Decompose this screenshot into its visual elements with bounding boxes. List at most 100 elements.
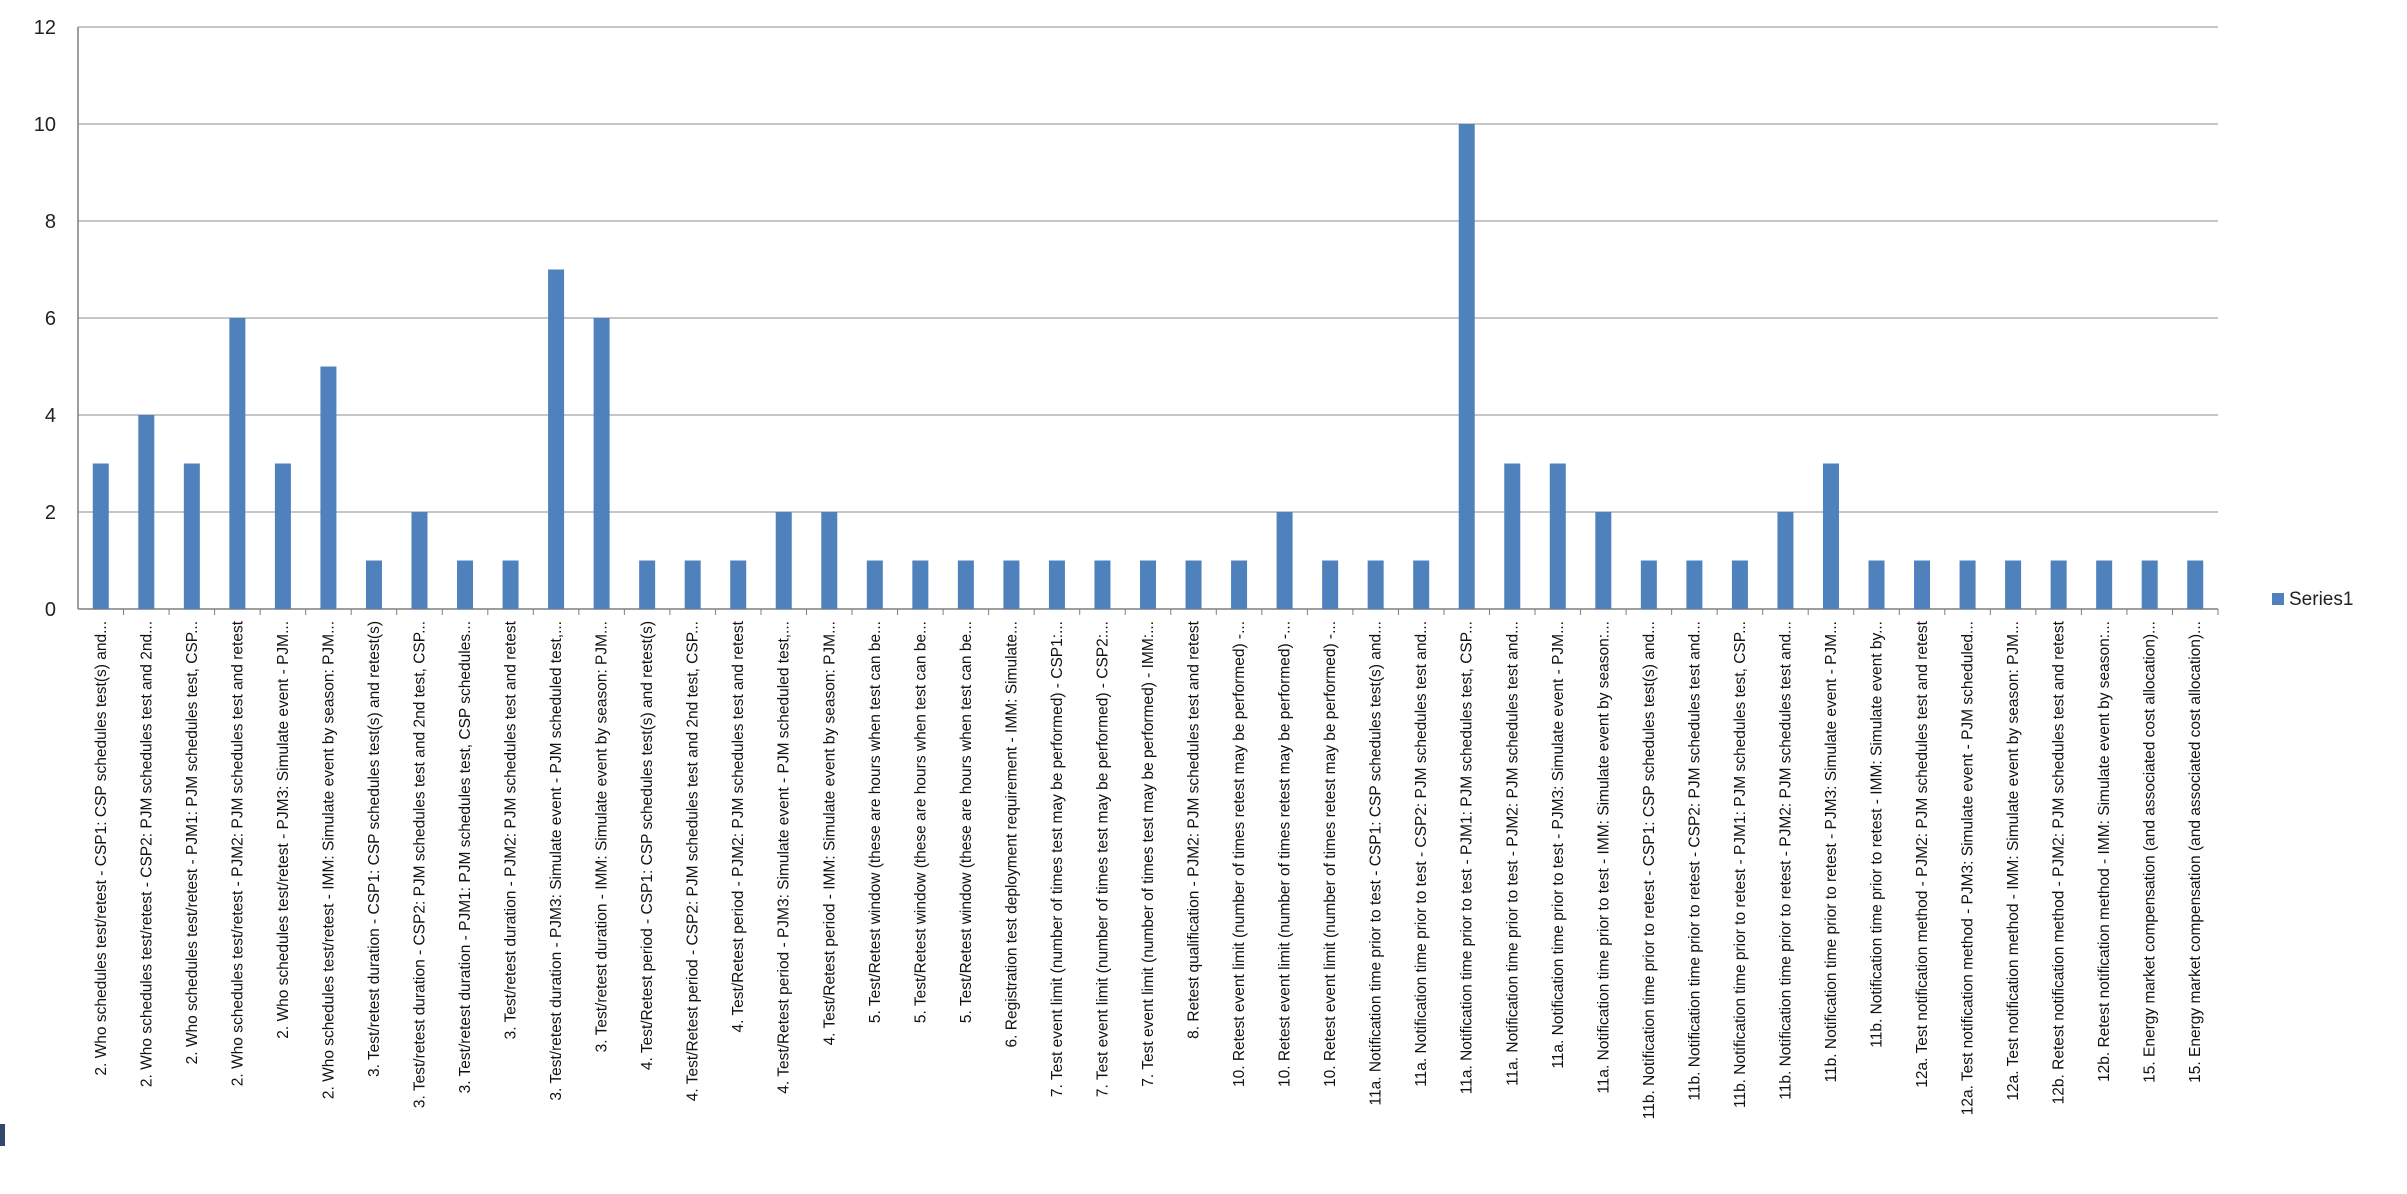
- x-tick-label: 2. Who schedules test/retest - PJM1: PJM…: [184, 621, 201, 1064]
- bar: [957, 560, 974, 609]
- bar: [775, 512, 792, 609]
- bar: [1367, 560, 1384, 609]
- x-tick-label: 2. Who schedules test/retest - CSP2: PJM…: [138, 621, 155, 1087]
- bar: [1094, 560, 1111, 609]
- x-tick-label: 5. Test/Retest window (these are hours w…: [958, 621, 975, 1023]
- x-tick-label: 4. Test/Retest period - PJM2: PJM schedu…: [730, 620, 747, 1032]
- bar: [1777, 512, 1794, 609]
- bar: [457, 560, 474, 609]
- bar: [365, 560, 382, 609]
- x-tick-label: 11a. Notification time prior to test - C…: [1368, 621, 1385, 1105]
- x-tick-label: 6. Registration test deployment requirem…: [1003, 621, 1020, 1047]
- bar: [1276, 512, 1293, 609]
- x-tick-label: 11b. Notification time prior to retest -…: [1869, 621, 1886, 1048]
- bar: [866, 560, 883, 609]
- y-tick-label: 2: [45, 502, 56, 524]
- bar: [1595, 512, 1612, 609]
- x-tick-label: 3. Test/retest duration - PJM2: PJM sche…: [503, 620, 520, 1039]
- x-tick-label: 11a. Notification time prior to test - I…: [1595, 621, 1612, 1094]
- bar: [183, 463, 200, 609]
- legend-label: Series1: [2289, 589, 2353, 610]
- bar: [912, 560, 929, 609]
- x-tick-label: 3. Test/retest duration - PJM3: Simulate…: [548, 621, 565, 1101]
- bar: [502, 560, 519, 609]
- x-tick-label: 4. Test/Retest period - CSP1: CSP schedu…: [639, 621, 656, 1070]
- window-edge-marker: [0, 1124, 5, 1146]
- bar: [821, 512, 838, 609]
- bar: [1458, 124, 1475, 609]
- y-tick-label: 6: [45, 308, 56, 330]
- bar: [2187, 560, 2204, 609]
- bar: [1322, 560, 1339, 609]
- bar: [1003, 560, 1020, 609]
- y-tick-label: 10: [34, 114, 56, 136]
- x-tick-label: 15. Energy market compensation (and asso…: [2187, 621, 2204, 1083]
- x-tick-label: 3. Test/retest duration - IMM: Simulate …: [594, 621, 611, 1052]
- x-tick-label: 12a. Test notification method - PJM3: Si…: [1960, 621, 1977, 1115]
- x-tick-label: 15. Energy market compensation (and asso…: [2142, 621, 2159, 1083]
- x-tick-label: 2. Who schedules test/retest - CSP1: CSP…: [93, 621, 110, 1076]
- bar: [1549, 463, 1566, 609]
- y-tick-label: 12: [34, 17, 56, 39]
- bar: [2141, 560, 2158, 609]
- x-tick-label: 7. Test event limit (number of times tes…: [1094, 621, 1111, 1097]
- x-tick-label: 10. Retest event limit (number of times …: [1322, 621, 1339, 1087]
- bar: [1413, 560, 1430, 609]
- bar: [92, 463, 109, 609]
- x-tick-label: 12b. Retest notification method - PJM2: …: [2051, 620, 2068, 1104]
- x-tick-label: 11b. Notification time prior to retest -…: [1732, 621, 1749, 1108]
- bar: [1185, 560, 1202, 609]
- bar: [274, 463, 291, 609]
- x-tick-label: 5. Test/Retest window (these are hours w…: [912, 621, 929, 1023]
- bar: [1959, 560, 1976, 609]
- bar: [1914, 560, 1931, 609]
- x-tick-label: 3. Test/retest duration - CSP1: CSP sche…: [366, 621, 383, 1077]
- y-tick-label: 8: [45, 211, 56, 233]
- x-tick-label: 12b. Retest notification method - IMM: S…: [2096, 621, 2113, 1082]
- x-tick-label: 11a. Notification time prior to test - P…: [1550, 621, 1567, 1069]
- bar: [548, 269, 565, 609]
- x-tick-label: 4. Test/Retest period - PJM3: Simulate e…: [776, 621, 793, 1094]
- bar: [138, 415, 155, 609]
- x-tick-label: 11b. Notification time prior to retest -…: [1641, 621, 1658, 1119]
- y-tick-label: 0: [45, 599, 56, 621]
- legend-swatch: [2272, 593, 2284, 605]
- x-tick-label: 2. Who schedules test/retest - IMM: Simu…: [320, 621, 337, 1099]
- bar: [229, 318, 246, 609]
- bar: [320, 366, 337, 609]
- bar: [1048, 560, 1065, 609]
- x-tick-label: 4. Test/Retest period - CSP2: PJM schedu…: [685, 621, 702, 1101]
- x-tick-label: 8. Retest qualification - PJM2: PJM sche…: [1186, 620, 1203, 1039]
- bar: [1731, 560, 1748, 609]
- x-tick-label: 12a. Test notification method - PJM2: PJ…: [1914, 620, 1931, 1087]
- x-tick-label: 11b. Notification time prior to retest -…: [1686, 621, 1703, 1101]
- y-tick-label: 4: [45, 405, 56, 427]
- x-tick-label: 12a. Test notification method - IMM: Sim…: [2005, 621, 2022, 1101]
- bar: [1504, 463, 1521, 609]
- bar: [1231, 560, 1248, 609]
- x-tick-label: 11b. Notification time prior to retest -…: [1823, 621, 1840, 1082]
- x-tick-label: 3. Test/retest duration - CSP2: PJM sche…: [411, 621, 428, 1108]
- bar: [1686, 560, 1703, 609]
- x-tick-label: 2. Who schedules test/retest - PJM2: PJM…: [229, 620, 246, 1086]
- x-tick-label: 10. Retest event limit (number of times …: [1277, 621, 1294, 1087]
- bar: [1140, 560, 1156, 609]
- bar: [1868, 560, 1885, 609]
- bar: [2005, 560, 2022, 609]
- bar: [684, 560, 701, 609]
- x-tick-label: 3. Test/retest duration - PJM1: PJM sche…: [457, 621, 474, 1093]
- bar: [1640, 560, 1657, 609]
- bar: [1822, 463, 1839, 609]
- bar: [593, 318, 610, 609]
- x-tick-label: 11b. Notification time prior to retest -…: [1777, 621, 1794, 1100]
- bar: [411, 512, 428, 609]
- bar: [2096, 560, 2113, 609]
- bar: [639, 560, 656, 609]
- x-tick-label: 11a. Notification time prior to test - P…: [1504, 621, 1521, 1086]
- x-tick-label: 4. Test/Retest period - IMM: Simulate ev…: [821, 621, 838, 1045]
- x-tick-label: 2. Who schedules test/retest - PJM3: Sim…: [275, 621, 292, 1039]
- x-tick-label: 10. Retest event limit (number of times …: [1231, 621, 1248, 1087]
- x-tick-label: 11a. Notification time prior to test - P…: [1459, 621, 1476, 1094]
- x-tick-label: 5. Test/Retest window (these are hours w…: [867, 621, 884, 1023]
